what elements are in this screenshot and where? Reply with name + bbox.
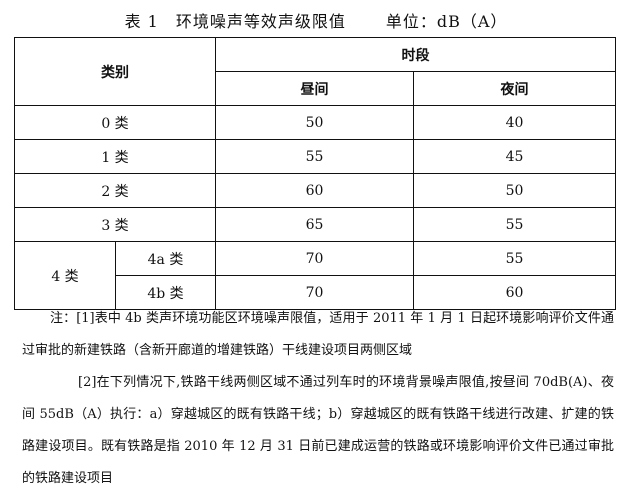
row-night: 45 <box>413 139 616 174</box>
row-day: 60 <box>215 173 414 208</box>
table-row: 1 类 55 45 <box>14 139 616 174</box>
table-row: 0 类 50 40 <box>14 105 616 140</box>
row-category: 3 类 <box>14 207 216 242</box>
row-category: 1 类 <box>14 139 216 174</box>
header-day: 昼间 <box>215 71 414 106</box>
notes: 注：[1]表中 4b 类声环境功能区环境噪声限值，适用于 2011 年 1 月 … <box>22 303 614 495</box>
row-night: 50 <box>413 173 616 208</box>
row-category: 4b 类 <box>115 275 216 310</box>
table-row: 2 类 60 50 <box>14 173 616 208</box>
row-day: 70 <box>215 275 414 310</box>
header-period: 时段 <box>215 37 616 72</box>
table-row: 3 类 65 55 <box>14 207 616 242</box>
note-2: [2]在下列情况下,铁路干线两侧区域不通过列车时的环境背景噪声限值,按昼间 70… <box>22 375 614 486</box>
class4-label: 4 类 <box>14 241 116 310</box>
row-category: 4a 类 <box>115 241 216 276</box>
row-night: 55 <box>413 241 616 276</box>
table-caption: 表 1 环境噪声等效声级限值 <box>124 12 346 31</box>
table-row: 4b 类 70 60 <box>15 275 616 310</box>
table-row: 4 类 4a 类 70 55 <box>14 241 616 310</box>
row-day: 50 <box>215 105 414 140</box>
row-night: 40 <box>413 105 616 140</box>
row-category: 0 类 <box>14 105 216 140</box>
row-night: 60 <box>413 275 616 310</box>
note-1: 注：[1]表中 4b 类声环境功能区环境噪声限值，适用于 2011 年 1 月 … <box>22 311 614 358</box>
row-day: 70 <box>215 241 414 276</box>
header-category: 类别 <box>14 37 216 106</box>
row-day: 55 <box>215 139 414 174</box>
row-night: 55 <box>413 207 616 242</box>
table-unit: 单位：dB（A） <box>385 12 508 31</box>
row-day: 65 <box>215 207 414 242</box>
row-category: 2 类 <box>14 173 216 208</box>
header-night: 夜间 <box>413 71 616 106</box>
table-title: 表 1 环境噪声等效声级限值 单位：dB（A） <box>0 8 632 32</box>
